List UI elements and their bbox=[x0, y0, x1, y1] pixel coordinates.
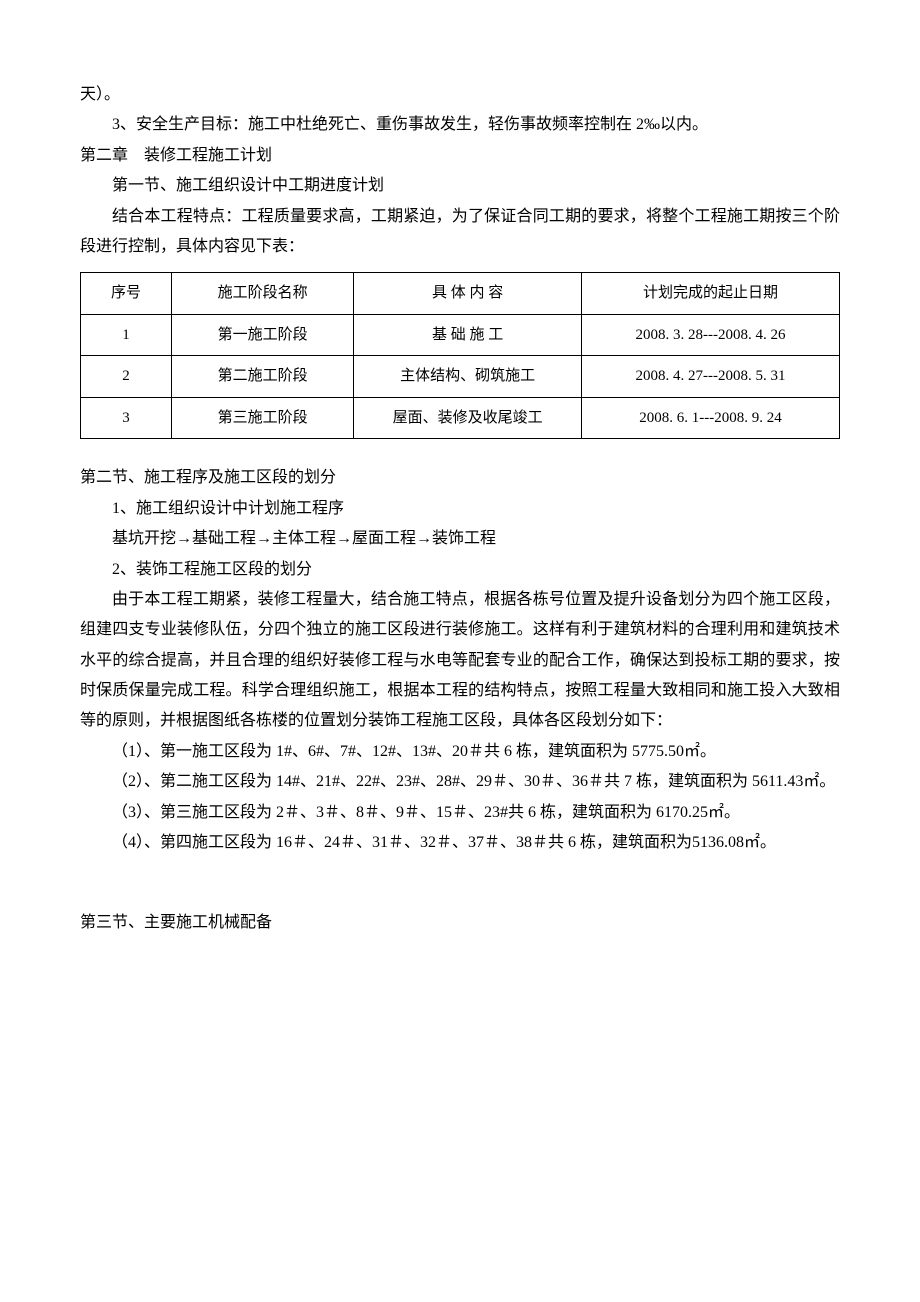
intro-line1: 天）。 bbox=[80, 80, 840, 110]
table-header-cell: 具 体 内 容 bbox=[354, 273, 582, 315]
section2-sub2: （2）、第二施工区段为 14#、21#、22#、23#、28#、29＃、30＃、… bbox=[80, 767, 840, 797]
table-row: 3 第三施工阶段 屋面、装修及收尾竣工 2008. 6. 1---2008. 9… bbox=[81, 397, 840, 439]
section2-item1-title: 1、施工组织设计中计划施工程序 bbox=[80, 494, 840, 524]
section2-item2-para: 由于本工程工期紧，装修工程量大，结合施工特点，根据各栋号位置及提升设备划分为四个… bbox=[80, 585, 840, 737]
table-cell: 2 bbox=[81, 356, 172, 398]
table-cell: 2008. 3. 28---2008. 4. 26 bbox=[581, 314, 839, 356]
schedule-table: 序号 施工阶段名称 具 体 内 容 计划完成的起止日期 1 第一施工阶段 基 础… bbox=[80, 272, 840, 439]
section2-sub3: （3）、第三施工区段为 2＃、3＃、8＃、9＃、15＃、23#共 6 栋，建筑面… bbox=[80, 798, 840, 828]
table-header-row: 序号 施工阶段名称 具 体 内 容 计划完成的起止日期 bbox=[81, 273, 840, 315]
table-cell: 第一施工阶段 bbox=[172, 314, 354, 356]
section2-title: 第二节、施工程序及施工区段的划分 bbox=[80, 463, 840, 493]
table-header-cell: 计划完成的起止日期 bbox=[581, 273, 839, 315]
table-header-cell: 施工阶段名称 bbox=[172, 273, 354, 315]
intro-line2: 3、安全生产目标：施工中杜绝死亡、重伤事故发生，轻伤事故频率控制在 2‰以内。 bbox=[80, 110, 840, 140]
section2-item2-title: 2、装饰工程施工区段的划分 bbox=[80, 555, 840, 585]
section3-title: 第三节、主要施工机械配备 bbox=[80, 908, 840, 938]
table-cell: 屋面、装修及收尾竣工 bbox=[354, 397, 582, 439]
section2-sub1: （1）、第一施工区段为 1#、6#、7#、12#、13#、20＃共 6 栋，建筑… bbox=[80, 737, 840, 767]
table-row: 1 第一施工阶段 基 础 施 工 2008. 3. 28---2008. 4. … bbox=[81, 314, 840, 356]
table-cell: 2008. 6. 1---2008. 9. 24 bbox=[581, 397, 839, 439]
table-cell: 2008. 4. 27---2008. 5. 31 bbox=[581, 356, 839, 398]
table-row: 2 第二施工阶段 主体结构、砌筑施工 2008. 4. 27---2008. 5… bbox=[81, 356, 840, 398]
table-header-cell: 序号 bbox=[81, 273, 172, 315]
table-cell: 主体结构、砌筑施工 bbox=[354, 356, 582, 398]
section1-para1: 结合本工程特点：工程质量要求高，工期紧迫，为了保证合同工期的要求，将整个工程施工… bbox=[80, 202, 840, 263]
section2-item1-content: 基坑开挖→基础工程→主体工程→屋面工程→装饰工程 bbox=[80, 524, 840, 554]
chapter2-title: 第二章 装修工程施工计划 bbox=[80, 141, 840, 171]
section2-sub4: （4）、第四施工区段为 16＃、24＃、31＃、32＃、37＃、38＃共 6 栋… bbox=[80, 828, 840, 858]
table-cell: 1 bbox=[81, 314, 172, 356]
table-cell: 基 础 施 工 bbox=[354, 314, 582, 356]
section1-title: 第一节、施工组织设计中工期进度计划 bbox=[80, 171, 840, 201]
table-cell: 第三施工阶段 bbox=[172, 397, 354, 439]
table-cell: 第二施工阶段 bbox=[172, 356, 354, 398]
table-cell: 3 bbox=[81, 397, 172, 439]
